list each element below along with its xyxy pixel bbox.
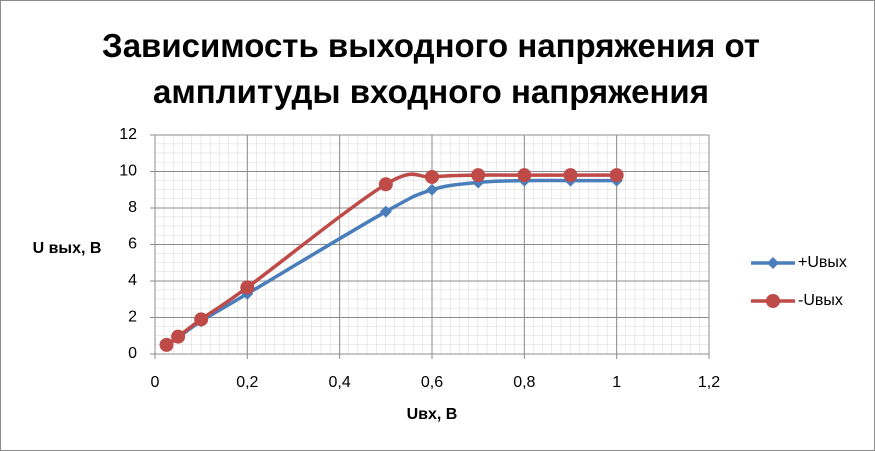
x-tick-label: 1 bbox=[612, 374, 621, 391]
data-point bbox=[425, 169, 439, 184]
y-tick-label: 12 bbox=[119, 126, 137, 143]
y-tick-label: 2 bbox=[128, 309, 137, 326]
series-line bbox=[165, 172, 617, 347]
data-point bbox=[517, 168, 532, 183]
legend-marker bbox=[767, 257, 779, 269]
y-tick-label: 0 bbox=[128, 345, 137, 362]
x-tick-label: 0 bbox=[151, 374, 160, 391]
data-point bbox=[378, 177, 393, 192]
data-point bbox=[426, 183, 438, 196]
data-point bbox=[379, 205, 392, 218]
x-tick-label: 0,6 bbox=[421, 374, 443, 391]
y-tick-label: 10 bbox=[119, 163, 137, 180]
x-tick-label: 1,2 bbox=[698, 374, 720, 391]
y-axis-title: U вых, В bbox=[33, 240, 102, 257]
x-tick-label: 0,4 bbox=[329, 374, 351, 391]
y-tick-label: 8 bbox=[128, 199, 137, 216]
data-point bbox=[240, 280, 255, 295]
data-point bbox=[563, 168, 578, 183]
data-point bbox=[194, 312, 209, 327]
data-point bbox=[171, 329, 186, 344]
legend-marker bbox=[766, 294, 780, 308]
legend-label: +Uвых bbox=[798, 254, 847, 271]
x-tick-label: 0,2 bbox=[236, 374, 258, 391]
y-tick-label: 4 bbox=[128, 272, 137, 289]
legend-label: -Uвых bbox=[798, 292, 843, 309]
data-point bbox=[471, 168, 486, 183]
data-point bbox=[609, 168, 624, 183]
data-point bbox=[159, 337, 174, 352]
x-tick-label: 0,8 bbox=[513, 374, 535, 391]
chart-title: Зависимость выходного напряжения от ампл… bbox=[102, 27, 760, 110]
x-axis-title: Uвх, В bbox=[407, 406, 458, 423]
y-tick-label: 6 bbox=[128, 236, 137, 253]
